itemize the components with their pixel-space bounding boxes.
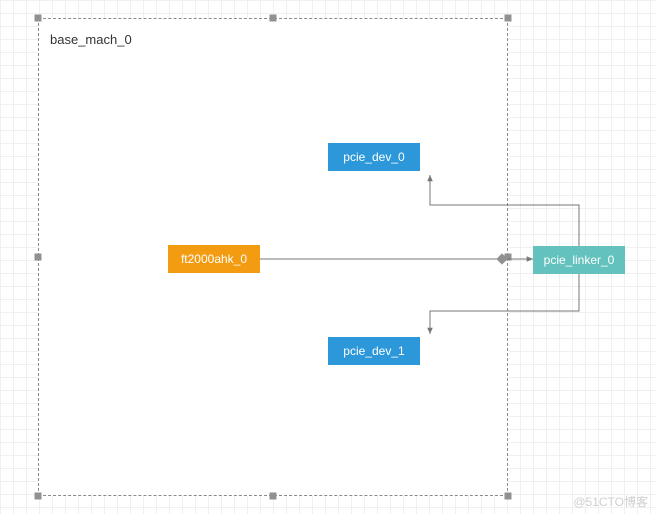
node-label: pcie_dev_0 (343, 150, 404, 164)
node-label: pcie_dev_1 (343, 344, 404, 358)
node-pcie-dev-0[interactable]: pcie_dev_0 (328, 143, 420, 171)
container-label: base_mach_0 (50, 32, 132, 47)
node-label: pcie_linker_0 (544, 253, 615, 267)
container-base-mach[interactable] (38, 18, 508, 496)
resize-handle[interactable] (505, 254, 512, 261)
watermark: @51CTO博客 (573, 493, 648, 510)
node-pcie-dev-1[interactable]: pcie_dev_1 (328, 337, 420, 365)
node-label: ft2000ahk_0 (181, 252, 247, 266)
resize-handle[interactable] (270, 493, 277, 500)
resize-handle[interactable] (505, 15, 512, 22)
diagram-canvas: base_mach_0 ft2000ahk_0 pcie_dev_0 pcie_de… (0, 0, 656, 514)
resize-handle[interactable] (35, 254, 42, 261)
resize-handle[interactable] (270, 15, 277, 22)
node-pcie-linker-0[interactable]: pcie_linker_0 (533, 246, 625, 274)
resize-handle[interactable] (505, 493, 512, 500)
resize-handle[interactable] (35, 15, 42, 22)
node-ft2000ahk-0[interactable]: ft2000ahk_0 (168, 245, 260, 273)
resize-handle[interactable] (35, 493, 42, 500)
